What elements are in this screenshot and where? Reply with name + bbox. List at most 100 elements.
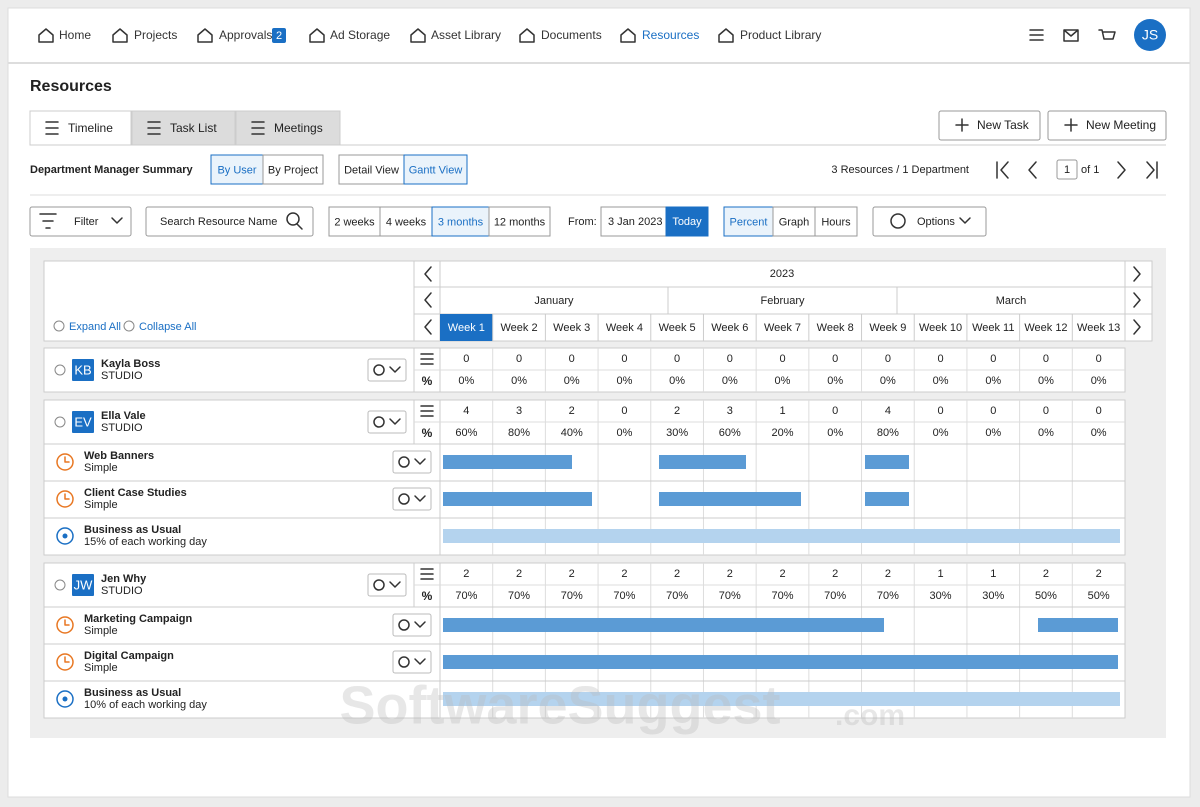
collapse-icon bbox=[123, 320, 135, 332]
scroll-left bbox=[424, 319, 432, 335]
segment-label: Hours bbox=[821, 216, 851, 228]
segment-button[interactable] bbox=[431, 206, 490, 237]
task-type: 15% of each working day bbox=[84, 536, 207, 548]
week: Week 11 bbox=[972, 322, 1014, 334]
today-button[interactable] bbox=[665, 206, 709, 237]
segment-button[interactable] bbox=[723, 206, 774, 237]
percent: 70% bbox=[613, 590, 635, 602]
count: 0 bbox=[621, 353, 627, 365]
percent: 70% bbox=[771, 590, 793, 602]
prev-page bbox=[1028, 161, 1037, 179]
gear-icon bbox=[398, 619, 410, 631]
from-label: From: bbox=[568, 216, 597, 228]
clock-hands bbox=[64, 619, 70, 626]
person-name: Ella Vale bbox=[101, 410, 146, 422]
count: 2 bbox=[516, 568, 522, 580]
toggle-icon[interactable] bbox=[54, 364, 66, 376]
task-name: Digital Campaign bbox=[84, 650, 174, 662]
percent: 0% bbox=[827, 427, 843, 439]
segment-button[interactable] bbox=[328, 206, 381, 237]
segment-label: Detail View bbox=[344, 164, 399, 176]
count: 3 bbox=[516, 405, 522, 417]
chevron bbox=[414, 458, 426, 465]
segment-button[interactable] bbox=[262, 154, 324, 185]
percent: 80% bbox=[877, 427, 899, 439]
task-type: Simple bbox=[84, 499, 118, 511]
action-button[interactable] bbox=[938, 110, 1041, 141]
page-input[interactable] bbox=[1056, 159, 1078, 180]
watermark: .com bbox=[835, 699, 905, 732]
scroll-right bbox=[1133, 292, 1141, 308]
percent: 0% bbox=[616, 427, 632, 439]
toggle-icon[interactable] bbox=[54, 579, 66, 591]
chevron bbox=[959, 217, 971, 224]
scroll-left bbox=[424, 266, 432, 282]
nav-item[interactable]: Asset Library bbox=[431, 28, 501, 42]
percent-icon: % bbox=[422, 589, 433, 603]
count: 0 bbox=[832, 405, 838, 417]
nav-item[interactable]: Resources bbox=[642, 28, 699, 42]
percent: 60% bbox=[455, 427, 477, 439]
segment-label: Percent bbox=[730, 216, 768, 228]
nav-item[interactable]: Product Library bbox=[740, 28, 821, 42]
task-name: Business as Usual bbox=[84, 687, 181, 699]
segment-button[interactable] bbox=[488, 206, 551, 237]
nav-item[interactable]: Documents bbox=[541, 28, 602, 42]
nav-item[interactable]: Home bbox=[59, 28, 91, 42]
chevron bbox=[414, 495, 426, 502]
avatar bbox=[72, 574, 94, 596]
percent: 0% bbox=[458, 375, 474, 387]
percent: 70% bbox=[719, 590, 741, 602]
options-label: Options bbox=[917, 216, 955, 228]
week: Week 4 bbox=[606, 322, 643, 334]
percent: 30% bbox=[982, 590, 1004, 602]
nav-item[interactable]: Projects bbox=[134, 28, 177, 42]
expand-all[interactable]: Expand All bbox=[69, 321, 121, 333]
person-group: STUDIO bbox=[101, 585, 143, 597]
clock-hands bbox=[64, 493, 70, 500]
segment-button[interactable] bbox=[379, 206, 433, 237]
percent: 60% bbox=[719, 427, 741, 439]
count: 0 bbox=[938, 353, 944, 365]
segment-button[interactable] bbox=[814, 206, 858, 237]
nav-item[interactable]: Ad Storage bbox=[330, 28, 390, 42]
task-name: Marketing Campaign bbox=[84, 613, 192, 625]
segment-button[interactable] bbox=[772, 206, 816, 237]
nav-icon bbox=[309, 28, 325, 43]
percent: 0% bbox=[1091, 427, 1107, 439]
collapse-all[interactable]: Collapse All bbox=[139, 321, 196, 333]
task-icon bbox=[56, 690, 74, 708]
gear-icon bbox=[373, 364, 385, 376]
initials: JW bbox=[74, 577, 94, 592]
clock-hands bbox=[64, 656, 70, 663]
percent: 70% bbox=[455, 590, 477, 602]
list-icon bbox=[420, 405, 434, 417]
task-name: Business as Usual bbox=[84, 524, 181, 536]
segment-label: 2 weeks bbox=[334, 216, 375, 228]
task-type: 10% of each working day bbox=[84, 699, 207, 711]
action-button[interactable] bbox=[1047, 110, 1167, 141]
toggle-icon[interactable] bbox=[54, 416, 66, 428]
search-box[interactable] bbox=[145, 206, 314, 237]
segment-button[interactable] bbox=[403, 154, 468, 185]
task-bar bbox=[443, 618, 884, 632]
segment-button[interactable] bbox=[338, 154, 405, 185]
badge bbox=[272, 28, 286, 43]
task-name: Client Case Studies bbox=[84, 487, 187, 499]
percent: 0% bbox=[1038, 375, 1054, 387]
task-type: Simple bbox=[84, 662, 118, 674]
percent: 0% bbox=[933, 375, 949, 387]
count: 0 bbox=[516, 353, 522, 365]
segment-label: 4 weeks bbox=[386, 216, 427, 228]
segment-label: By Project bbox=[268, 164, 318, 176]
count: 1 bbox=[990, 568, 996, 580]
segment-button[interactable] bbox=[210, 154, 264, 185]
avatar[interactable] bbox=[1134, 19, 1166, 51]
plus-icon bbox=[1064, 118, 1078, 132]
percent: 0% bbox=[616, 375, 632, 387]
avatar bbox=[72, 411, 94, 433]
nav-item[interactable]: Approvals bbox=[219, 28, 272, 42]
count: 1 bbox=[779, 405, 785, 417]
last-page bbox=[1146, 161, 1158, 179]
